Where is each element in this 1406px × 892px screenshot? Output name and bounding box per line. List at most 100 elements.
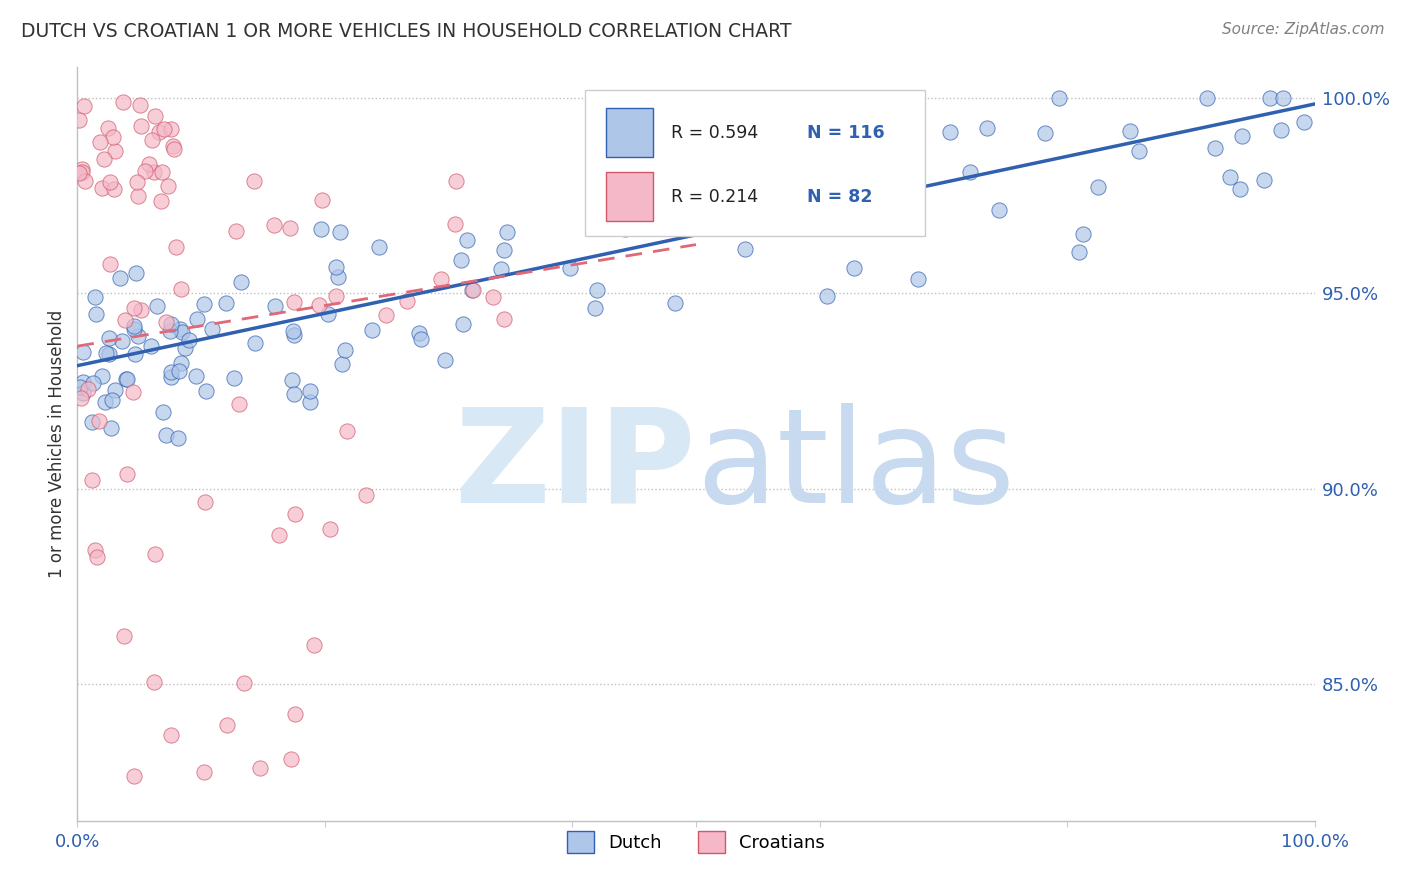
Point [87,414,110,428]
Point [127,175,149,189]
Point [122,301,145,316]
Point [335,424,357,438]
Point [1229,182,1251,196]
Point [814,184,837,198]
Point [129,98,152,112]
Point [267,528,290,542]
Point [583,301,606,316]
Point [100,421,122,435]
Point [444,217,467,231]
Point [1253,172,1275,186]
Point [129,120,152,134]
Point [988,203,1011,218]
Text: DUTCH VS CROATIAN 1 OR MORE VEHICLES IN HOUSEHOLD CORRELATION CHART: DUTCH VS CROATIAN 1 OR MORE VEHICLES IN … [21,22,792,41]
Point [94,346,117,360]
Point [103,182,125,196]
Point [460,284,482,298]
Point [855,140,877,154]
Point [907,272,929,286]
Point [94,395,117,409]
Point [585,284,607,298]
FancyBboxPatch shape [606,172,652,221]
Point [284,707,307,722]
Point [70,391,93,405]
Point [229,275,252,289]
Point [122,322,145,336]
Point [360,322,382,336]
Point [1128,144,1150,158]
Point [153,122,176,136]
Point [143,675,166,690]
Point [280,752,302,766]
Point [281,324,304,338]
Point [1270,123,1292,137]
Point [1230,129,1253,144]
Point [481,290,503,304]
Point [73,99,96,113]
Point [69,380,91,394]
Point [167,364,190,378]
Point [880,176,903,190]
Point [193,765,215,780]
Point [177,333,200,347]
Point [283,386,305,401]
Point [887,143,910,157]
Point [725,190,748,204]
Point [316,307,339,321]
Point [167,431,190,445]
Point [159,324,181,338]
Point [354,488,377,502]
Point [461,284,484,298]
Point [122,318,145,333]
Point [333,343,356,357]
Point [124,347,146,361]
Point [193,297,215,311]
Point [111,95,134,110]
Point [451,318,474,332]
Point [242,174,264,188]
Point [308,298,330,312]
Point [790,173,813,187]
Point [93,152,115,166]
Point [160,318,183,332]
Point [143,548,166,562]
Text: N = 116: N = 116 [807,124,884,142]
Point [89,135,111,149]
Point [492,243,515,257]
Point [169,282,191,296]
Point [201,322,224,336]
Point [820,187,842,202]
Point [976,120,998,135]
Text: R = 0.214: R = 0.214 [671,188,758,206]
Point [170,325,193,339]
Point [98,175,121,189]
Y-axis label: 1 or more Vehicles in Household: 1 or more Vehicles in Household [48,310,66,578]
Point [134,164,156,178]
Point [496,225,519,239]
Point [86,549,108,564]
Point [127,188,149,202]
Point [83,290,105,304]
Point [69,113,91,128]
Point [326,270,349,285]
Point [104,144,127,158]
Point [97,346,120,360]
Point [194,384,217,398]
Point [329,225,352,239]
Point [184,368,207,383]
Point [215,717,238,731]
Point [97,331,120,345]
Point [368,240,391,254]
Point [114,312,136,326]
Point [325,260,347,274]
Point [90,181,112,195]
Point [1271,91,1294,105]
Point [264,300,287,314]
Point [939,125,962,139]
Point [280,220,302,235]
Point [98,257,121,271]
Point [408,326,430,341]
Point [162,139,184,153]
Point [228,397,250,411]
Point [139,339,162,353]
